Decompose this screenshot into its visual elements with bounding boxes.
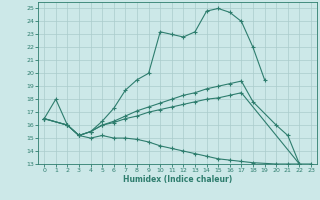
X-axis label: Humidex (Indice chaleur): Humidex (Indice chaleur) bbox=[123, 175, 232, 184]
